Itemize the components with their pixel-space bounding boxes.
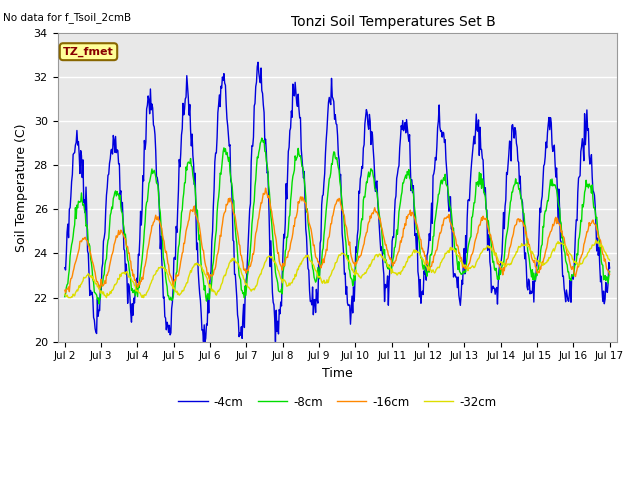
-8cm <box>183 167 191 173</box>
-8cm <box>71 222 79 228</box>
-4cm <box>182 95 190 100</box>
-8cm <box>421 264 429 270</box>
-16cm <box>127 267 135 273</box>
-32cm <box>61 291 68 297</box>
-8cm <box>258 135 266 141</box>
-4cm <box>212 150 220 156</box>
-8cm <box>61 294 68 300</box>
-16cm <box>262 185 269 191</box>
Text: No data for f_Tsoil_2cmB: No data for f_Tsoil_2cmB <box>3 12 131 23</box>
Legend: -4cm, -8cm, -16cm, -32cm: -4cm, -8cm, -16cm, -32cm <box>173 391 501 413</box>
-4cm <box>127 310 134 315</box>
-16cm <box>72 260 79 265</box>
Line: -4cm: -4cm <box>65 62 610 342</box>
-16cm <box>606 271 614 277</box>
-8cm <box>405 167 413 172</box>
-8cm <box>127 288 135 293</box>
-32cm <box>592 237 600 243</box>
Y-axis label: Soil Temperature (C): Soil Temperature (C) <box>15 123 28 252</box>
-4cm <box>405 139 413 144</box>
-32cm <box>404 255 412 261</box>
-32cm <box>212 291 220 297</box>
-4cm <box>61 265 68 271</box>
-32cm <box>72 290 79 296</box>
-16cm <box>421 253 429 259</box>
-32cm <box>606 257 614 263</box>
-4cm <box>606 265 614 271</box>
-8cm <box>606 269 614 275</box>
Line: -32cm: -32cm <box>65 240 610 298</box>
-4cm <box>254 60 262 65</box>
-16cm <box>183 225 191 231</box>
-32cm <box>420 259 428 264</box>
-16cm <box>405 212 413 217</box>
Title: Tonzi Soil Temperatures Set B: Tonzi Soil Temperatures Set B <box>291 15 495 29</box>
-32cm <box>127 276 135 282</box>
Line: -16cm: -16cm <box>65 188 610 293</box>
-32cm <box>183 280 191 286</box>
-4cm <box>71 150 79 156</box>
-32cm <box>65 295 72 300</box>
-16cm <box>61 288 68 293</box>
-16cm <box>61 290 69 296</box>
X-axis label: Time: Time <box>322 367 353 380</box>
-16cm <box>212 264 220 270</box>
-8cm <box>95 301 103 307</box>
Line: -8cm: -8cm <box>65 138 610 304</box>
-4cm <box>421 271 429 277</box>
Text: TZ_fmet: TZ_fmet <box>63 47 114 57</box>
-8cm <box>212 233 220 239</box>
-4cm <box>200 339 207 345</box>
